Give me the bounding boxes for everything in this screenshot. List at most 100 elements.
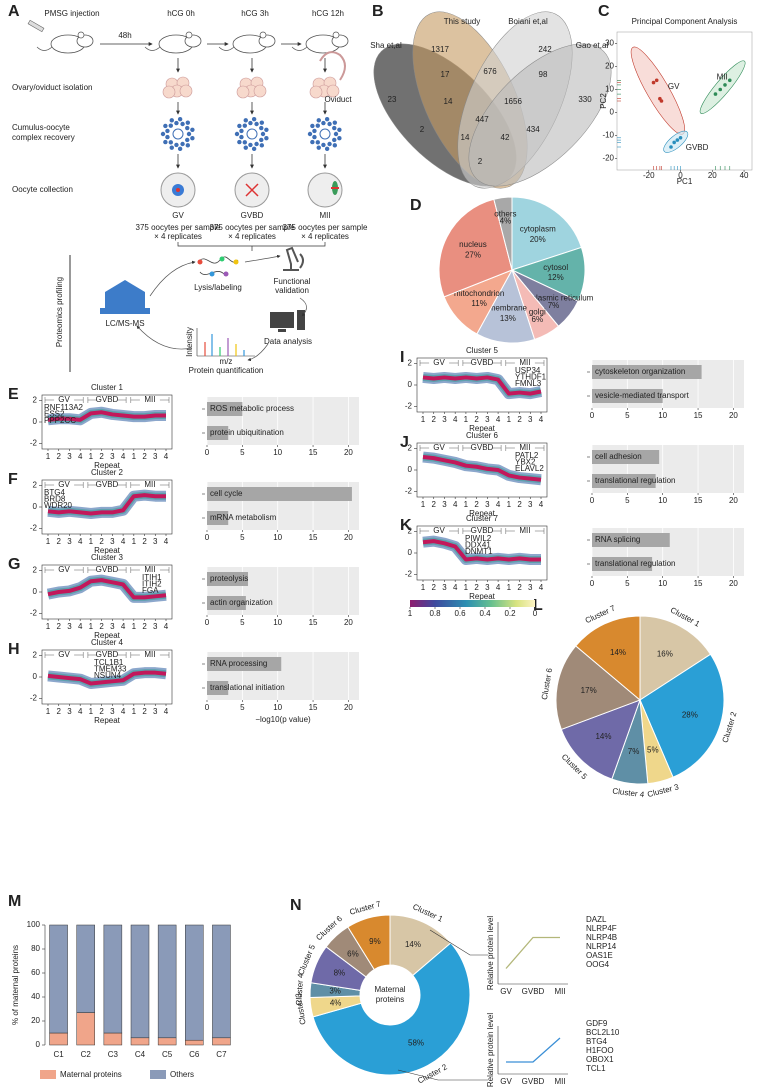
group-ellipse [699, 60, 746, 114]
x-tick-label: 3 [528, 415, 533, 424]
bar [207, 487, 352, 501]
colorbar-label: 0 [533, 609, 538, 618]
x-tick-label: 15 [309, 618, 318, 627]
x-tick-label: 4 [164, 537, 169, 546]
cluster-title: Cluster 3 [91, 553, 124, 562]
x-tick-label: 2 [99, 622, 104, 631]
cumulus-cell [185, 143, 191, 148]
x-tick-label: -20 [643, 171, 655, 180]
x-tick-label: 3 [442, 583, 447, 592]
cumulus-cell [264, 127, 269, 132]
stage-label: GV [433, 526, 445, 535]
venn-count: 17 [441, 70, 450, 79]
x-tick-label: 20 [344, 618, 353, 627]
series-label: GVBD [686, 143, 709, 152]
x-tick-label: 3 [110, 622, 115, 631]
value-label: 27% [465, 250, 481, 259]
cumulus-cell [312, 134, 317, 140]
gene-label: RNF113A2 [44, 403, 84, 412]
y-tick-label: 2 [33, 651, 38, 660]
y-tick-label: -2 [30, 694, 38, 703]
x-tick-label: 5 [240, 533, 245, 542]
x-tick-label: 2 [517, 583, 522, 592]
x-tick-label: 4 [121, 537, 126, 546]
x-tick-label: 5 [240, 448, 245, 457]
stage-label: MII [519, 443, 530, 452]
venn-count: 14 [444, 97, 453, 106]
gene-label: PIWIL2 [465, 534, 492, 543]
x-tick-label: 2 [432, 415, 437, 424]
pie-slice [555, 645, 641, 731]
venn-set-label: Sha et,al [370, 41, 402, 50]
center-label: Maternal [374, 985, 405, 994]
cumulus-cell [243, 145, 248, 150]
y-tick-label: -2 [30, 609, 38, 618]
panel-label: K [400, 517, 412, 534]
y-tick-label: 0 [408, 548, 413, 557]
bracket [177, 242, 326, 251]
mouse-ear [259, 31, 267, 39]
x-tick-label: 4 [453, 500, 458, 509]
cumulus-cell [327, 121, 332, 127]
stage-label: GVBD [96, 650, 119, 659]
cumulus-cell [185, 120, 191, 125]
y-tick-label: 2 [408, 444, 413, 453]
slice-label: Cluster 2 [721, 710, 739, 744]
cumulus-cell [324, 146, 330, 152]
y-tick-label: 0 [33, 502, 38, 511]
gene-label: WDR20 [44, 501, 73, 510]
x-tick-label: 2 [474, 583, 479, 592]
x-tick-label: 20 [344, 533, 353, 542]
x-tick-label: 1 [507, 500, 512, 509]
bar-segment [49, 924, 68, 1034]
cumulus-cell [254, 141, 259, 147]
x-tick-label: 4 [164, 622, 169, 631]
venn-count: 330 [578, 95, 592, 104]
y-tick-label: 2 [33, 396, 38, 405]
cumulus-cell [310, 123, 315, 129]
stage-label: GVBD [96, 565, 119, 574]
gene-label: PATL2 [515, 451, 539, 460]
cumulus-cell [327, 141, 332, 147]
x-tick-label: 1 [507, 583, 512, 592]
x-tick-label: 20 [344, 448, 353, 457]
y-tick-label: -20 [602, 154, 614, 163]
x-tick-label: 2 [142, 452, 147, 461]
gene-label: GDF9 [586, 1019, 608, 1028]
x-tick-label: 2 [99, 707, 104, 716]
x-tick-label: 10 [273, 448, 282, 457]
point [659, 99, 664, 103]
x-tick-label: 4 [78, 622, 83, 631]
cumulus-cell [186, 131, 192, 137]
x-tick-label: 40 [740, 171, 749, 180]
gene-label: OAS1E [586, 951, 613, 960]
sample-label: 375 oocytes per sample [136, 223, 221, 232]
category-label: protein ubiquitination [210, 428, 284, 437]
category-label: cytoskeleton organization [595, 367, 685, 376]
x-tick-label: 10 [658, 496, 667, 505]
cluster-title: Cluster 5 [466, 346, 499, 355]
y-tick-label: 0 [36, 1040, 41, 1049]
cycle-arrow [299, 297, 307, 317]
cycle-arrow [136, 325, 193, 350]
stage-label: MII [519, 358, 530, 367]
cumulus-cell [237, 123, 242, 129]
y-tick-label: 0 [610, 108, 615, 117]
axis-label: Intensity [185, 327, 194, 357]
monitor [270, 312, 294, 328]
slice-label: nucleus [459, 240, 487, 249]
cluster-title: Cluster 2 [91, 468, 124, 477]
x-tick-label: 2 [142, 537, 147, 546]
gene-label: ELAVL2 [515, 464, 544, 473]
bar [592, 365, 702, 379]
panel-label: L [533, 597, 543, 614]
profile-line [47, 670, 167, 686]
stage-label: GV [58, 650, 70, 659]
oocyte-core [319, 128, 331, 140]
point [675, 138, 680, 142]
venn-set-label: This study [444, 17, 480, 26]
validation-label: Functional [274, 277, 311, 286]
profile-line [505, 936, 560, 969]
x-tick-label: 1 [421, 500, 426, 509]
